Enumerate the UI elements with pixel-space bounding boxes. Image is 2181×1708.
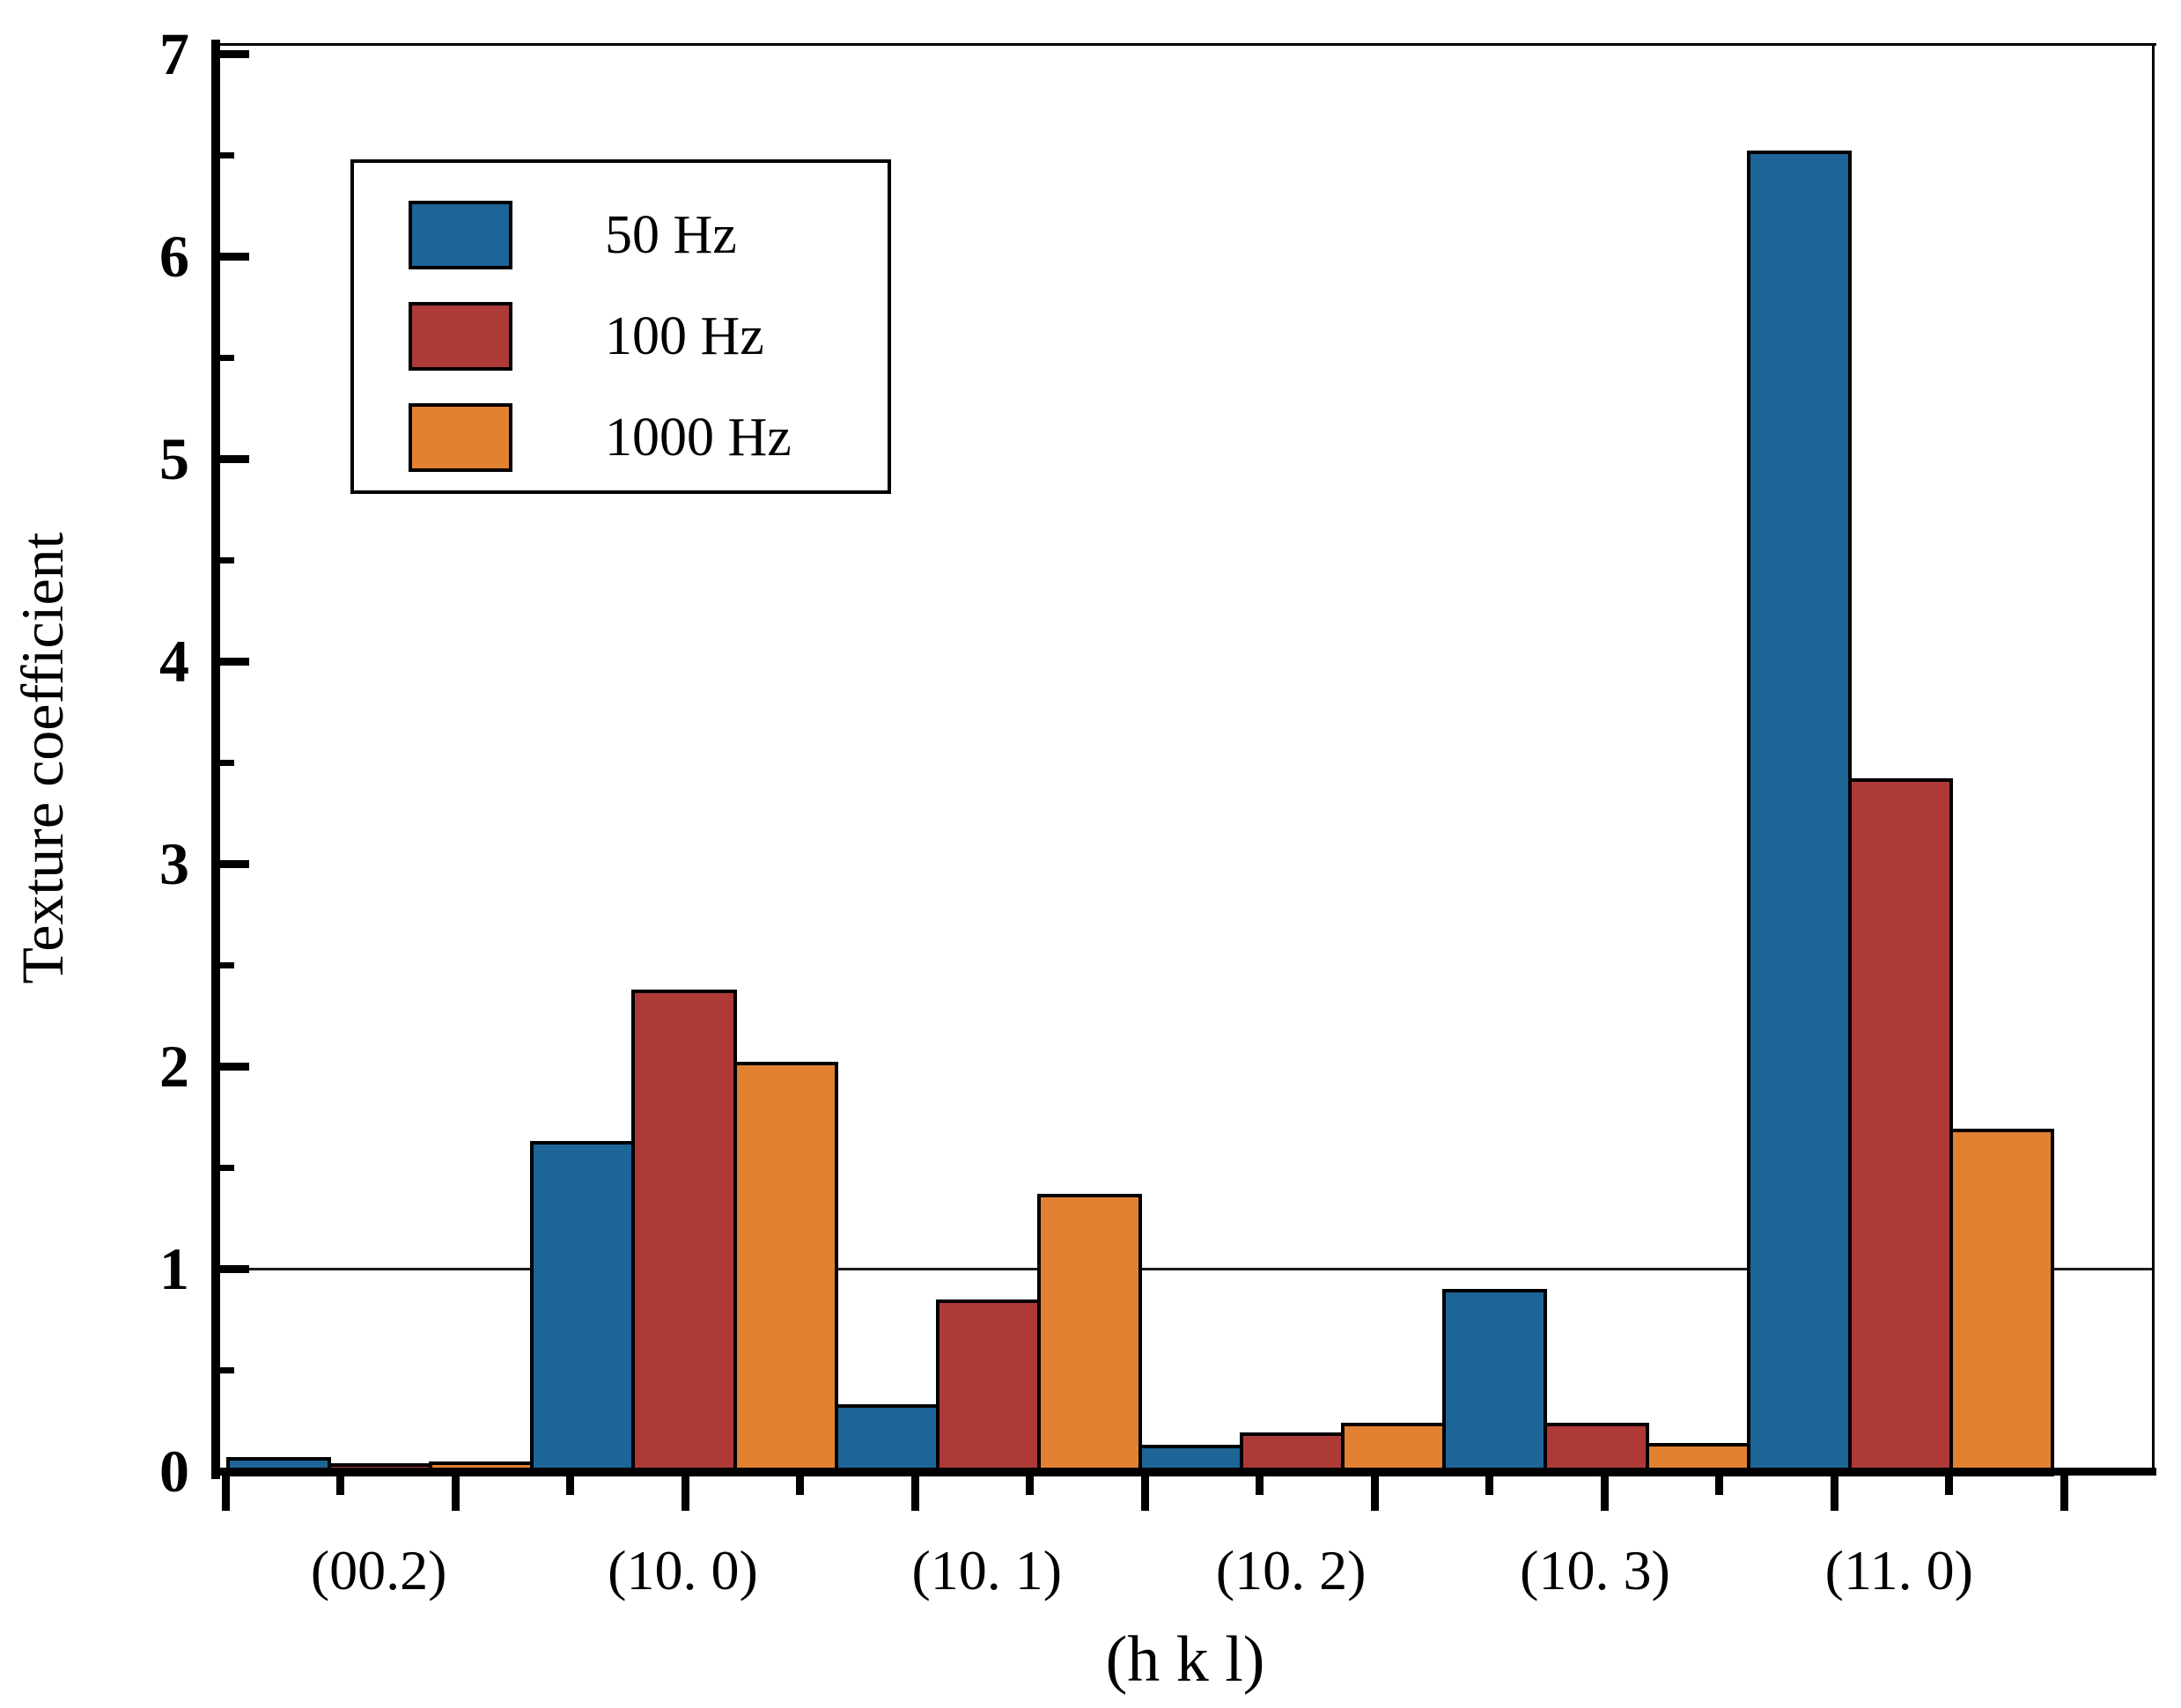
legend-entry-50hz: 50 Hz xyxy=(354,196,888,276)
y-major-tick-7 xyxy=(220,49,249,58)
x-tick-label-110: (11. 0) xyxy=(1824,1539,1973,1601)
x-tick-4 xyxy=(681,1476,689,1511)
y-minor-tick-1 xyxy=(220,1164,234,1171)
y-tick-label-2: 2 xyxy=(159,1033,189,1100)
y-minor-tick-3 xyxy=(220,759,234,766)
x-tick-14 xyxy=(1830,1476,1838,1511)
x-tick-10 xyxy=(1370,1476,1379,1511)
bar-100hz-110 xyxy=(1847,778,1953,1476)
x-tick-3 xyxy=(566,1476,574,1495)
x-tick-15 xyxy=(1945,1476,1953,1495)
bar-100hz-101 xyxy=(935,1299,1041,1476)
y-major-tick-6 xyxy=(220,252,249,261)
bar-50hz-101 xyxy=(834,1404,939,1476)
y-minor-tick-2 xyxy=(220,961,234,968)
y-tick-label-7: 7 xyxy=(159,20,189,87)
x-tick-0 xyxy=(221,1476,230,1511)
x-tick-label-002: (00.2) xyxy=(310,1539,447,1601)
y-major-tick-1 xyxy=(220,1264,249,1273)
x-tick-label-100: (10. 0) xyxy=(608,1539,758,1601)
bar-1000hz-110 xyxy=(1949,1129,2054,1476)
y-tick-label-1: 1 xyxy=(159,1235,189,1302)
x-axis-title: (h k l) xyxy=(1105,1623,1265,1696)
x-tick-label-102: (10. 2) xyxy=(1215,1539,1367,1601)
reference-line-y1 xyxy=(216,1267,2155,1270)
y-tick-label-6: 6 xyxy=(159,223,189,290)
x-tick-1 xyxy=(336,1476,344,1495)
bar-1000hz-101 xyxy=(1036,1193,1142,1476)
right-frame-spine xyxy=(2152,43,2155,1476)
bar-50hz-103 xyxy=(1442,1289,1548,1476)
legend-label-50hz: 50 Hz xyxy=(605,204,737,265)
legend-box: 50 Hz 100 Hz 1000 Hz xyxy=(350,159,891,494)
x-tick-8 xyxy=(1140,1476,1149,1511)
legend-label-1000hz: 1000 Hz xyxy=(605,407,792,467)
x-tick-label-103: (10. 3) xyxy=(1520,1539,1670,1601)
x-tick-5 xyxy=(796,1476,804,1495)
y-minor-tick-4 xyxy=(220,556,234,563)
x-tick-2 xyxy=(451,1476,460,1511)
x-tick-7 xyxy=(1026,1476,1034,1495)
top-frame-spine xyxy=(211,43,2156,46)
x-tick-6 xyxy=(910,1476,919,1511)
x-tick-11 xyxy=(1485,1476,1493,1495)
x-axis-spine xyxy=(211,1468,2156,1476)
y-tick-label-0: 0 xyxy=(159,1438,189,1505)
y-minor-tick-6 xyxy=(220,151,234,158)
y-axis-title: Texture coefficient xyxy=(9,532,76,984)
y-major-tick-4 xyxy=(220,657,249,666)
legend-swatch-50hz xyxy=(409,201,512,269)
y-minor-tick-5 xyxy=(220,354,234,361)
x-tick-12 xyxy=(1600,1476,1609,1511)
x-tick-label-101: (10. 1) xyxy=(911,1539,1063,1601)
y-major-tick-5 xyxy=(220,454,249,463)
legend-swatch-100hz xyxy=(409,302,512,371)
y-tick-label-4: 4 xyxy=(159,628,189,695)
legend-swatch-1000hz xyxy=(409,403,512,472)
bar-100hz-100 xyxy=(631,989,737,1476)
x-tick-13 xyxy=(1715,1476,1723,1495)
x-tick-9 xyxy=(1256,1476,1264,1495)
y-tick-label-3: 3 xyxy=(159,830,189,897)
y-minor-tick-0 xyxy=(220,1366,234,1373)
bar-50hz-100 xyxy=(530,1141,636,1476)
y-major-tick-3 xyxy=(220,859,249,868)
x-tick-16 xyxy=(2059,1476,2068,1511)
legend-label-100hz: 100 Hz xyxy=(605,306,764,366)
bar-50hz-110 xyxy=(1746,151,1852,1476)
y-axis-spine xyxy=(211,40,220,1479)
bar-1000hz-100 xyxy=(733,1062,838,1476)
legend-entry-100hz: 100 Hz xyxy=(354,298,888,377)
y-tick-label-5: 5 xyxy=(159,425,189,492)
legend-entry-1000hz: 1000 Hz xyxy=(354,399,888,478)
y-major-tick-2 xyxy=(220,1062,249,1071)
